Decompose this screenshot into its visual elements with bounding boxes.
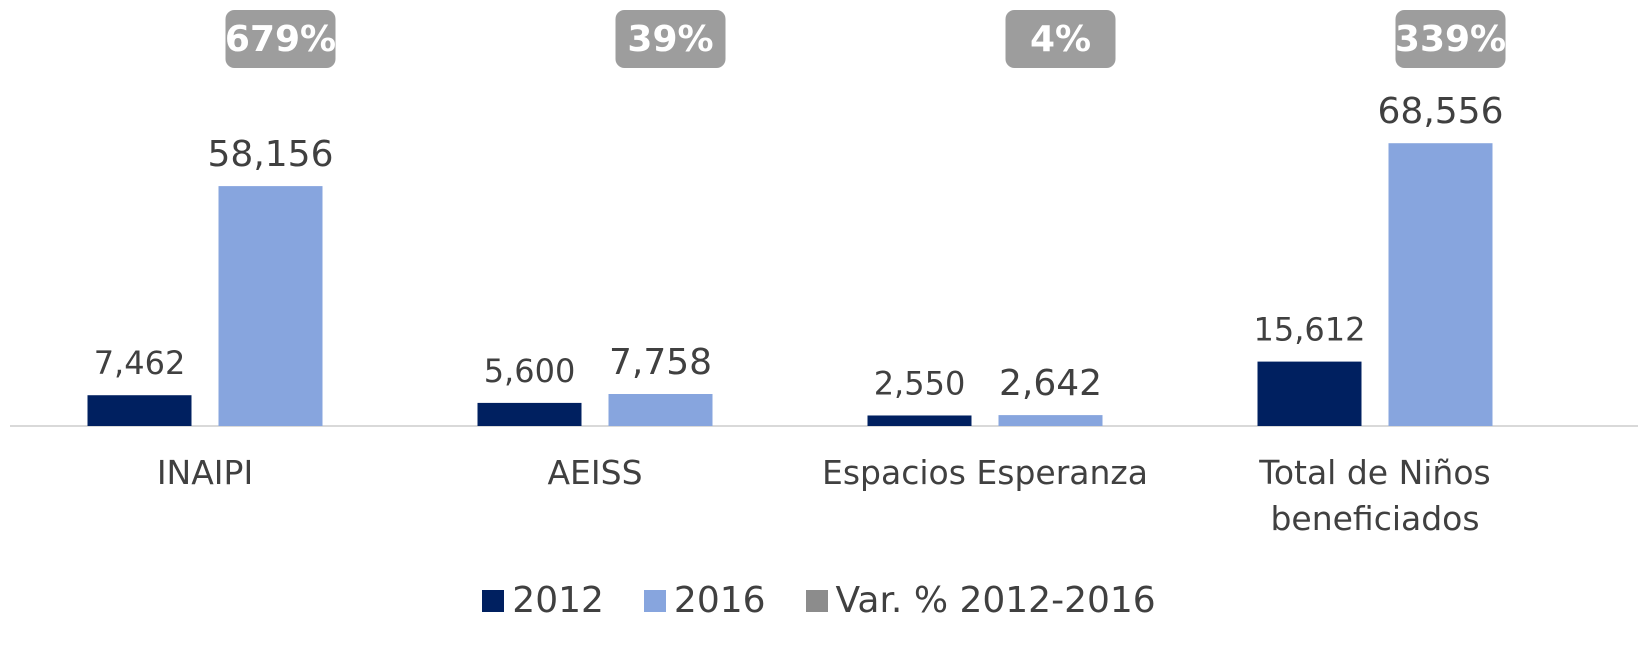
- legend-label: 2012: [512, 580, 604, 621]
- x-tick-label: AEISS: [547, 453, 643, 492]
- variation-label: 339%: [1395, 19, 1506, 60]
- variation-box: [615, 10, 726, 68]
- variation-label: 4%: [1030, 19, 1091, 60]
- bar: [998, 415, 1103, 426]
- value-label: 5,600: [484, 352, 576, 390]
- bar: [1388, 143, 1493, 427]
- bar: [477, 402, 582, 426]
- bar: [1257, 361, 1362, 426]
- bar: [608, 393, 713, 426]
- legend-item: Var. % 2012-2016: [805, 580, 1156, 621]
- variation-label: 679%: [225, 19, 336, 60]
- value-label: 68,556: [1378, 91, 1504, 132]
- bar: [218, 186, 323, 426]
- legend-swatch: [482, 589, 505, 612]
- value-label: 15,612: [1254, 311, 1366, 349]
- x-tick-label: INAIPI: [156, 453, 254, 492]
- bar: [87, 395, 192, 426]
- value-label: 58,156: [208, 134, 334, 175]
- value-label: 2,642: [999, 363, 1102, 404]
- value-label: 7,462: [94, 344, 186, 382]
- variation-box: [1395, 10, 1506, 68]
- legend: 2012 2016 Var. % 2012-2016: [0, 580, 1638, 621]
- x-tick-label: Total de Niños beneficiados: [1259, 453, 1491, 538]
- legend-swatch: [643, 589, 666, 612]
- legend-swatch: [805, 589, 828, 612]
- bar: [867, 415, 972, 426]
- legend-label: 2016: [673, 580, 766, 621]
- legend-label: Var. % 2012-2016: [835, 580, 1156, 621]
- variation-box: [1005, 10, 1116, 68]
- value-label: 7,758: [609, 342, 712, 383]
- legend-item: 2012: [482, 580, 604, 621]
- value-label: 2,550: [874, 364, 966, 402]
- x-tick-label: Espacios Esperanza: [822, 453, 1148, 492]
- variation-box: [225, 10, 336, 68]
- legend-item: 2016: [643, 580, 766, 621]
- variation-label: 39%: [627, 19, 713, 60]
